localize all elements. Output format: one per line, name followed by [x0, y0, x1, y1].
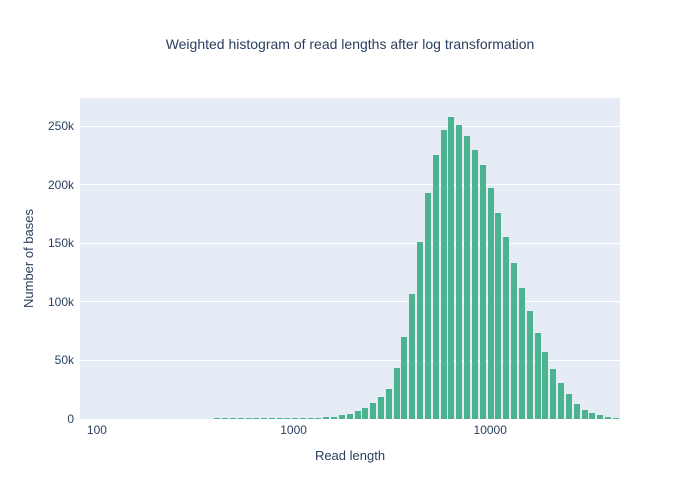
histogram-bar[interactable] — [597, 415, 604, 419]
histogram-bar[interactable] — [432, 155, 439, 419]
y-tick-label: 0 — [67, 412, 74, 426]
histogram-bar[interactable] — [581, 409, 588, 419]
histogram-bar[interactable] — [362, 407, 369, 419]
histogram-bar[interactable] — [214, 418, 221, 419]
histogram-bar[interactable] — [315, 417, 322, 419]
histogram-bar[interactable] — [338, 415, 345, 419]
histogram-bar[interactable] — [377, 397, 384, 419]
gridline — [80, 301, 620, 303]
histogram-bar[interactable] — [354, 411, 361, 419]
histogram-bar[interactable] — [558, 382, 565, 419]
histogram-bar[interactable] — [511, 263, 518, 419]
histogram-bar[interactable] — [229, 418, 236, 419]
y-tick-label: 100k — [47, 294, 74, 309]
x-axis-title: Read length — [314, 448, 386, 463]
histogram-bar[interactable] — [291, 418, 298, 419]
histogram-bar[interactable] — [401, 336, 408, 419]
histogram-bar[interactable] — [307, 417, 314, 419]
x-tick-label: 100 — [86, 423, 107, 437]
y-axis-title-wrap: Number of bases — [2, 98, 54, 419]
y-tick-label: 150k — [47, 236, 74, 251]
histogram-bar[interactable] — [573, 403, 580, 419]
histogram-bar[interactable] — [284, 418, 291, 419]
y-tick-label: 50k — [54, 353, 74, 368]
histogram-bar[interactable] — [245, 418, 252, 419]
histogram-bar[interactable] — [605, 416, 611, 419]
y-axis-title: Number of bases — [20, 209, 36, 308]
histogram-bar[interactable] — [253, 418, 260, 419]
gridline — [80, 242, 620, 244]
histogram-bar[interactable] — [276, 418, 283, 419]
histogram-bar[interactable] — [206, 418, 213, 419]
histogram-bar[interactable] — [479, 164, 486, 419]
histogram-bar[interactable] — [409, 293, 416, 419]
y-tick-label: 200k — [47, 177, 74, 192]
histogram-bar[interactable] — [198, 418, 205, 419]
histogram-bar[interactable] — [417, 242, 424, 419]
histogram-bar[interactable] — [471, 149, 478, 419]
histogram-bar[interactable] — [487, 188, 494, 419]
histogram-bar[interactable] — [261, 418, 268, 419]
histogram-bar[interactable] — [331, 416, 338, 419]
histogram-bar[interactable] — [589, 412, 596, 419]
histogram-bar[interactable] — [237, 418, 244, 419]
histogram-bar[interactable] — [269, 418, 276, 419]
histogram-bar[interactable] — [495, 212, 502, 419]
histogram-bar[interactable] — [464, 135, 471, 419]
histogram-bar[interactable] — [503, 237, 510, 419]
histogram-bar[interactable] — [456, 124, 463, 419]
histogram-bar[interactable] — [385, 389, 392, 419]
x-tick-label: 1000 — [280, 423, 307, 437]
histogram-bar[interactable] — [448, 116, 455, 419]
histogram-bar[interactable] — [534, 333, 541, 419]
histogram-bar[interactable] — [612, 418, 619, 419]
histogram-bar[interactable] — [222, 418, 228, 419]
histogram-bar[interactable] — [518, 287, 525, 419]
plot-area[interactable] — [80, 98, 620, 419]
histogram-bar[interactable] — [299, 418, 306, 419]
histogram-bar[interactable] — [526, 311, 533, 419]
histogram-bar[interactable] — [565, 394, 572, 419]
histogram-bar[interactable] — [393, 368, 400, 419]
gridline — [80, 359, 620, 361]
y-tick-label: 250k — [47, 119, 74, 134]
histogram-bar[interactable] — [550, 368, 557, 419]
histogram-bar[interactable] — [542, 352, 549, 419]
histogram-bar[interactable] — [346, 413, 353, 419]
gridline — [80, 125, 620, 127]
histogram-bar[interactable] — [323, 417, 330, 419]
chart-title: Weighted histogram of read lengths after… — [165, 36, 535, 52]
histogram-bar[interactable] — [440, 129, 447, 419]
gridline — [80, 184, 620, 186]
histogram-bar[interactable] — [370, 403, 377, 419]
histogram-bar[interactable] — [424, 192, 431, 419]
x-tick-label: 10000 — [473, 423, 507, 437]
